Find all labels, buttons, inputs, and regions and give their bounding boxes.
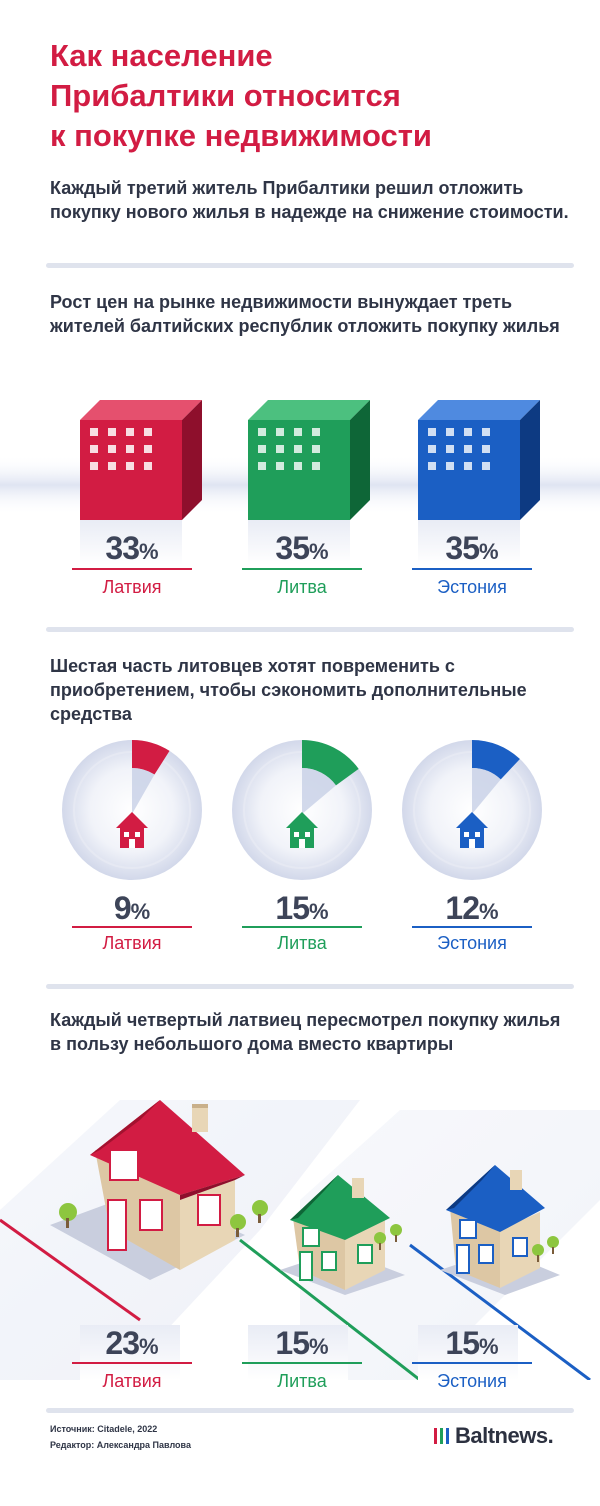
- country-label: Латвия: [102, 933, 162, 953]
- source-note: Источник: Citadele, 2022: [50, 1424, 158, 1434]
- country-label: Эстония: [437, 577, 507, 597]
- value-label: 23%: [105, 1325, 159, 1361]
- underline-lithuania: [242, 926, 362, 928]
- building-latvia: [80, 400, 202, 520]
- page-subtitle: Каждый третий житель Прибалтики решил от…: [50, 178, 569, 222]
- underline-latvia: [72, 568, 192, 570]
- title-line: Прибалтики относится: [50, 78, 401, 113]
- houses-illustration: [0, 1100, 600, 1380]
- divider: [46, 984, 574, 989]
- dial-wedge-estonia: [472, 740, 520, 780]
- brand-name: Baltnews.: [455, 1423, 554, 1448]
- house-icon: [456, 812, 488, 848]
- value-label: 12%: [445, 890, 499, 926]
- value-label: 15%: [445, 1325, 499, 1361]
- country-label: Литва: [277, 577, 327, 597]
- underline-lithuania: [242, 1362, 362, 1364]
- underline-estonia: [412, 568, 532, 570]
- dial-latvia: [62, 740, 202, 880]
- value-label: 15%: [275, 1325, 329, 1361]
- section-title-houses: Каждый четвертый латвиец пересмотрел пок…: [50, 1010, 561, 1054]
- accent-line-latvia: [0, 1218, 141, 1322]
- value-label: 9%: [113, 890, 151, 926]
- country-label: Латвия: [102, 1371, 162, 1391]
- underline-estonia: [412, 1362, 532, 1364]
- building-lithuania: [248, 400, 370, 520]
- house-icon: [116, 812, 148, 848]
- buildings-chart: [0, 400, 600, 565]
- underline-estonia: [412, 926, 532, 928]
- title-line: Как население: [50, 38, 273, 73]
- section-title-dials: Шестая часть литовцев хотят повременить …: [50, 656, 527, 724]
- pedestals: [80, 520, 520, 565]
- underline-lithuania: [242, 568, 362, 570]
- editor-note: Редактор: Александра Павлова: [50, 1440, 191, 1450]
- divider: [46, 1408, 574, 1413]
- underline-latvia: [72, 926, 192, 928]
- dial-chart: [62, 740, 542, 880]
- accent-line-lithuania: [239, 1238, 421, 1380]
- dial-estonia: [402, 740, 542, 880]
- divider: [46, 263, 574, 268]
- country-label: Латвия: [102, 577, 162, 597]
- country-label: Эстония: [437, 933, 507, 953]
- dial-wedge-latvia: [132, 740, 170, 775]
- title-line: к покупке недвижимости: [50, 118, 432, 153]
- dial-lithuania: [232, 740, 372, 880]
- house-latvia: [50, 1100, 268, 1280]
- country-label: Литва: [277, 1371, 327, 1391]
- underline-latvia: [72, 1362, 192, 1364]
- dial-wedge-lithuania: [302, 740, 359, 786]
- brand-bars-icon: [434, 1428, 449, 1444]
- building-estonia: [418, 400, 540, 520]
- country-label: Литва: [277, 933, 327, 953]
- pedestals: [80, 1325, 518, 1380]
- accent-line-estonia: [409, 1243, 591, 1380]
- value-label: 35%: [275, 530, 329, 566]
- house-icon: [286, 812, 318, 848]
- value-label: 33%: [105, 530, 159, 566]
- divider: [46, 627, 574, 632]
- page-title: Как население Прибалтики относится к пок…: [50, 36, 570, 156]
- value-label: 35%: [445, 530, 499, 566]
- section-title-buildings: Рост цен на рынке недвижимости вынуждает…: [50, 292, 560, 336]
- country-label: Эстония: [437, 1371, 507, 1391]
- value-label: 15%: [275, 890, 329, 926]
- house-estonia: [440, 1165, 560, 1295]
- brand-logo: Baltnews.: [434, 1423, 554, 1449]
- house-lithuania: [280, 1175, 405, 1295]
